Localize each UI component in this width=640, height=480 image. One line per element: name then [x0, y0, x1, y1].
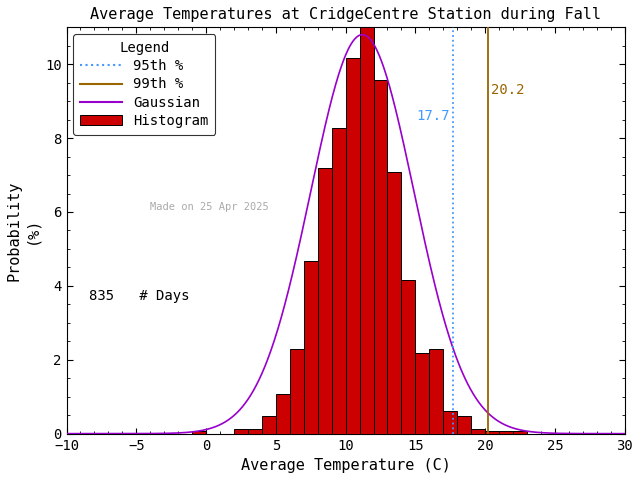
Y-axis label: Probability
(%): Probability (%): [7, 180, 39, 281]
Bar: [248, 429, 262, 433]
Bar: [415, 353, 429, 433]
Bar: [262, 416, 276, 433]
Bar: [444, 411, 457, 433]
Bar: [346, 58, 360, 433]
Text: Made on 25 Apr 2025: Made on 25 Apr 2025: [150, 202, 269, 212]
Bar: [332, 129, 346, 433]
Bar: [513, 432, 527, 433]
Text: 20.2: 20.2: [491, 83, 524, 96]
Text: 17.7: 17.7: [417, 108, 451, 122]
X-axis label: Average Temperature (C): Average Temperature (C): [241, 458, 451, 473]
Bar: [429, 349, 444, 433]
Legend: 95th %, 99th %, Gaussian, Histogram: 95th %, 99th %, Gaussian, Histogram: [74, 34, 216, 135]
Bar: [471, 429, 485, 433]
Bar: [290, 349, 304, 433]
Title: Average Temperatures at CridgeCentre Station during Fall: Average Temperatures at CridgeCentre Sta…: [90, 7, 601, 22]
Bar: [485, 432, 499, 433]
Bar: [374, 80, 387, 433]
Bar: [499, 432, 513, 433]
Bar: [387, 172, 401, 433]
Bar: [192, 432, 206, 433]
Bar: [317, 168, 332, 433]
Bar: [276, 394, 290, 433]
Bar: [304, 261, 317, 433]
Bar: [401, 280, 415, 433]
Bar: [360, 26, 374, 433]
Bar: [457, 416, 471, 433]
Bar: [234, 429, 248, 433]
Text: 835   # Days: 835 # Days: [89, 289, 189, 303]
